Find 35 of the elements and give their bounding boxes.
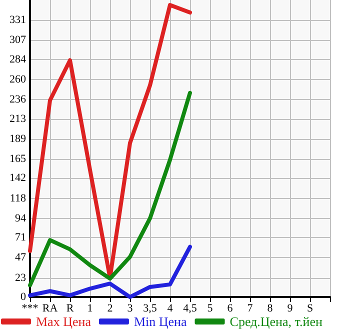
x-tick-label: 3 <box>127 302 134 314</box>
x-tick-label: S <box>306 302 314 314</box>
y-tick-label: 71 <box>15 232 26 244</box>
x-tick-label: 2 <box>107 302 113 314</box>
x-tick-label: RA <box>42 302 58 314</box>
y-tick-label: 189 <box>10 132 26 145</box>
y-tick-label: 284 <box>10 53 26 66</box>
y-tick-label: 47 <box>15 252 26 264</box>
x-tick-label: 3,5 <box>143 302 158 314</box>
legend-label: Сред.Цена, т.йен <box>230 314 322 329</box>
y-tick-label: 94 <box>15 212 26 224</box>
line-series <box>28 244 192 299</box>
y-tick-label: 165 <box>10 152 26 165</box>
line-series <box>28 90 192 288</box>
y-tick-label: 331 <box>10 14 26 26</box>
legend-label: Min Цена <box>134 314 187 329</box>
x-tick-label: 4,5 <box>183 302 198 314</box>
x-tick-label: 6 <box>227 302 234 314</box>
y-tick-label: 0 <box>20 291 26 303</box>
x-tick-label: 4 <box>167 302 174 314</box>
y-tick-label: 23 <box>15 272 26 284</box>
y-tick-label: 213 <box>10 112 26 125</box>
y-tick-label: 260 <box>10 73 26 86</box>
x-tick-label: *** <box>22 302 38 314</box>
x-tick-label: 8 <box>267 302 274 314</box>
y-tick-label: 307 <box>10 34 26 46</box>
y-tick-label: 118 <box>10 192 26 204</box>
legend-label: Max Цена <box>36 314 92 329</box>
x-tick-label: 1 <box>87 302 93 314</box>
x-tick-label: R <box>66 302 74 314</box>
x-tick-label: 9 <box>287 302 294 314</box>
x-tick-label: 7 <box>247 302 254 314</box>
y-tick-label: 236 <box>10 94 26 106</box>
y-tick-label: 142 <box>10 172 26 184</box>
x-tick-label: 5 <box>207 302 214 314</box>
